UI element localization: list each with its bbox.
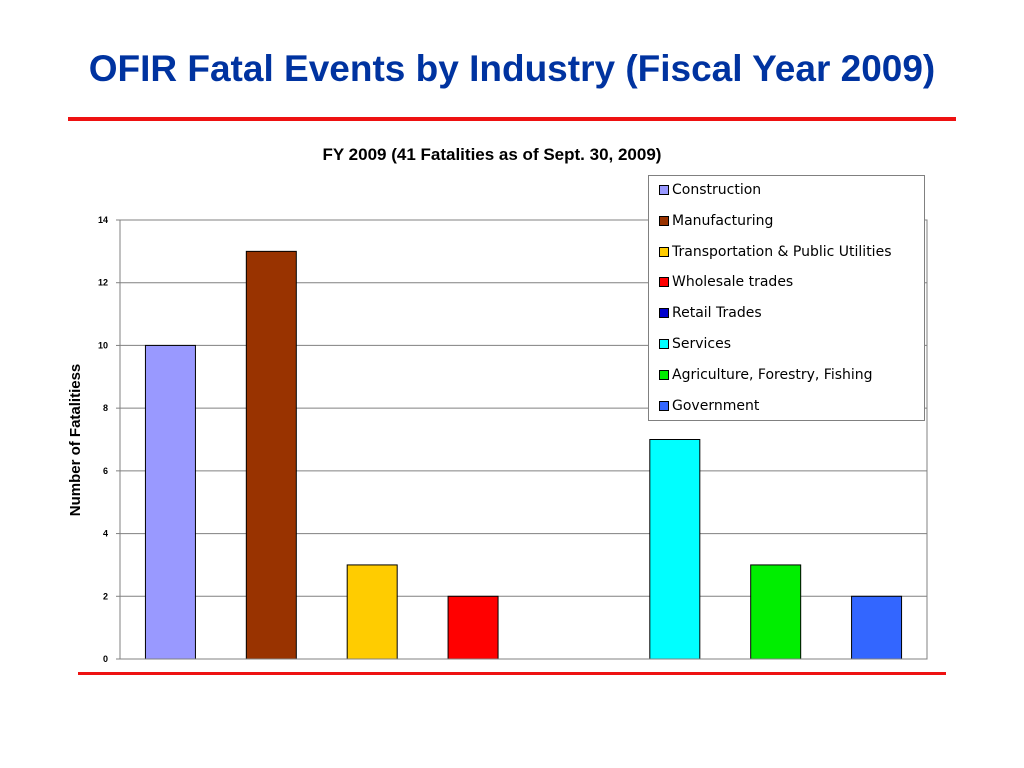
- title-divider-line: [68, 117, 956, 121]
- bar-manufacturing: [245, 250, 297, 660]
- chart-title: FY 2009 (41 Fatalities as of Sept. 30, 2…: [323, 145, 662, 164]
- legend-swatch: [659, 400, 669, 411]
- legend-swatch: [659, 369, 669, 380]
- legend-item: Construction: [659, 182, 761, 198]
- y-tick-label: 8: [103, 403, 108, 413]
- legend-label: Retail Trades: [672, 305, 762, 322]
- legend-item: Government: [659, 398, 759, 414]
- legend-label: Construction: [672, 182, 762, 198]
- bottom-divider-line: [78, 672, 946, 675]
- y-tick-label: 14: [98, 215, 108, 225]
- y-tick-label: 12: [98, 278, 108, 288]
- legend-item: Retail Trades: [659, 305, 762, 321]
- bar-services: [649, 439, 701, 660]
- bar-government: [851, 595, 903, 660]
- legend-item: Agriculture, Forestry, Fishing: [659, 367, 873, 383]
- bar-agriculture-forestry-fishing: [750, 564, 802, 660]
- y-tick-label: 2: [103, 591, 108, 601]
- legend-item: Manufacturing: [659, 213, 773, 229]
- legend-swatch: [659, 277, 669, 288]
- legend-label: Government: [672, 397, 760, 414]
- y-tick-label: 4: [103, 529, 108, 539]
- legend-label: Manufacturing: [672, 212, 774, 229]
- legend-label: Agriculture, Forestry, Fishing: [672, 366, 873, 383]
- y-tick-label: 0: [103, 654, 108, 664]
- legend-label: Transportation & Public Utilities: [672, 243, 892, 260]
- slide-title: OFIR Fatal Events by Industry (Fiscal Ye…: [88, 48, 936, 89]
- chart-legend: Construction Manufacturing Transportation …: [648, 175, 925, 421]
- legend-item: Wholesale trades: [659, 274, 793, 290]
- legend-item: Services: [659, 336, 731, 352]
- bar-transportation-public-utilities: [346, 564, 398, 660]
- bar-construction: [144, 344, 196, 660]
- legend-label: Services: [672, 336, 732, 352]
- legend-swatch: [659, 339, 669, 349]
- legend-swatch: [659, 215, 669, 226]
- y-axis-label: Number of Fatalitiess: [67, 364, 84, 517]
- y-tick-label: 10: [98, 340, 108, 350]
- legend-swatch: [659, 185, 669, 195]
- legend-item: Transportation & Public Utilities: [659, 244, 891, 260]
- bar-wholesale-trades: [447, 595, 499, 660]
- y-tick-label: 6: [103, 466, 108, 476]
- legend-label: Wholesale trades: [672, 274, 794, 291]
- legend-swatch: [659, 308, 669, 319]
- legend-swatch: [659, 246, 669, 257]
